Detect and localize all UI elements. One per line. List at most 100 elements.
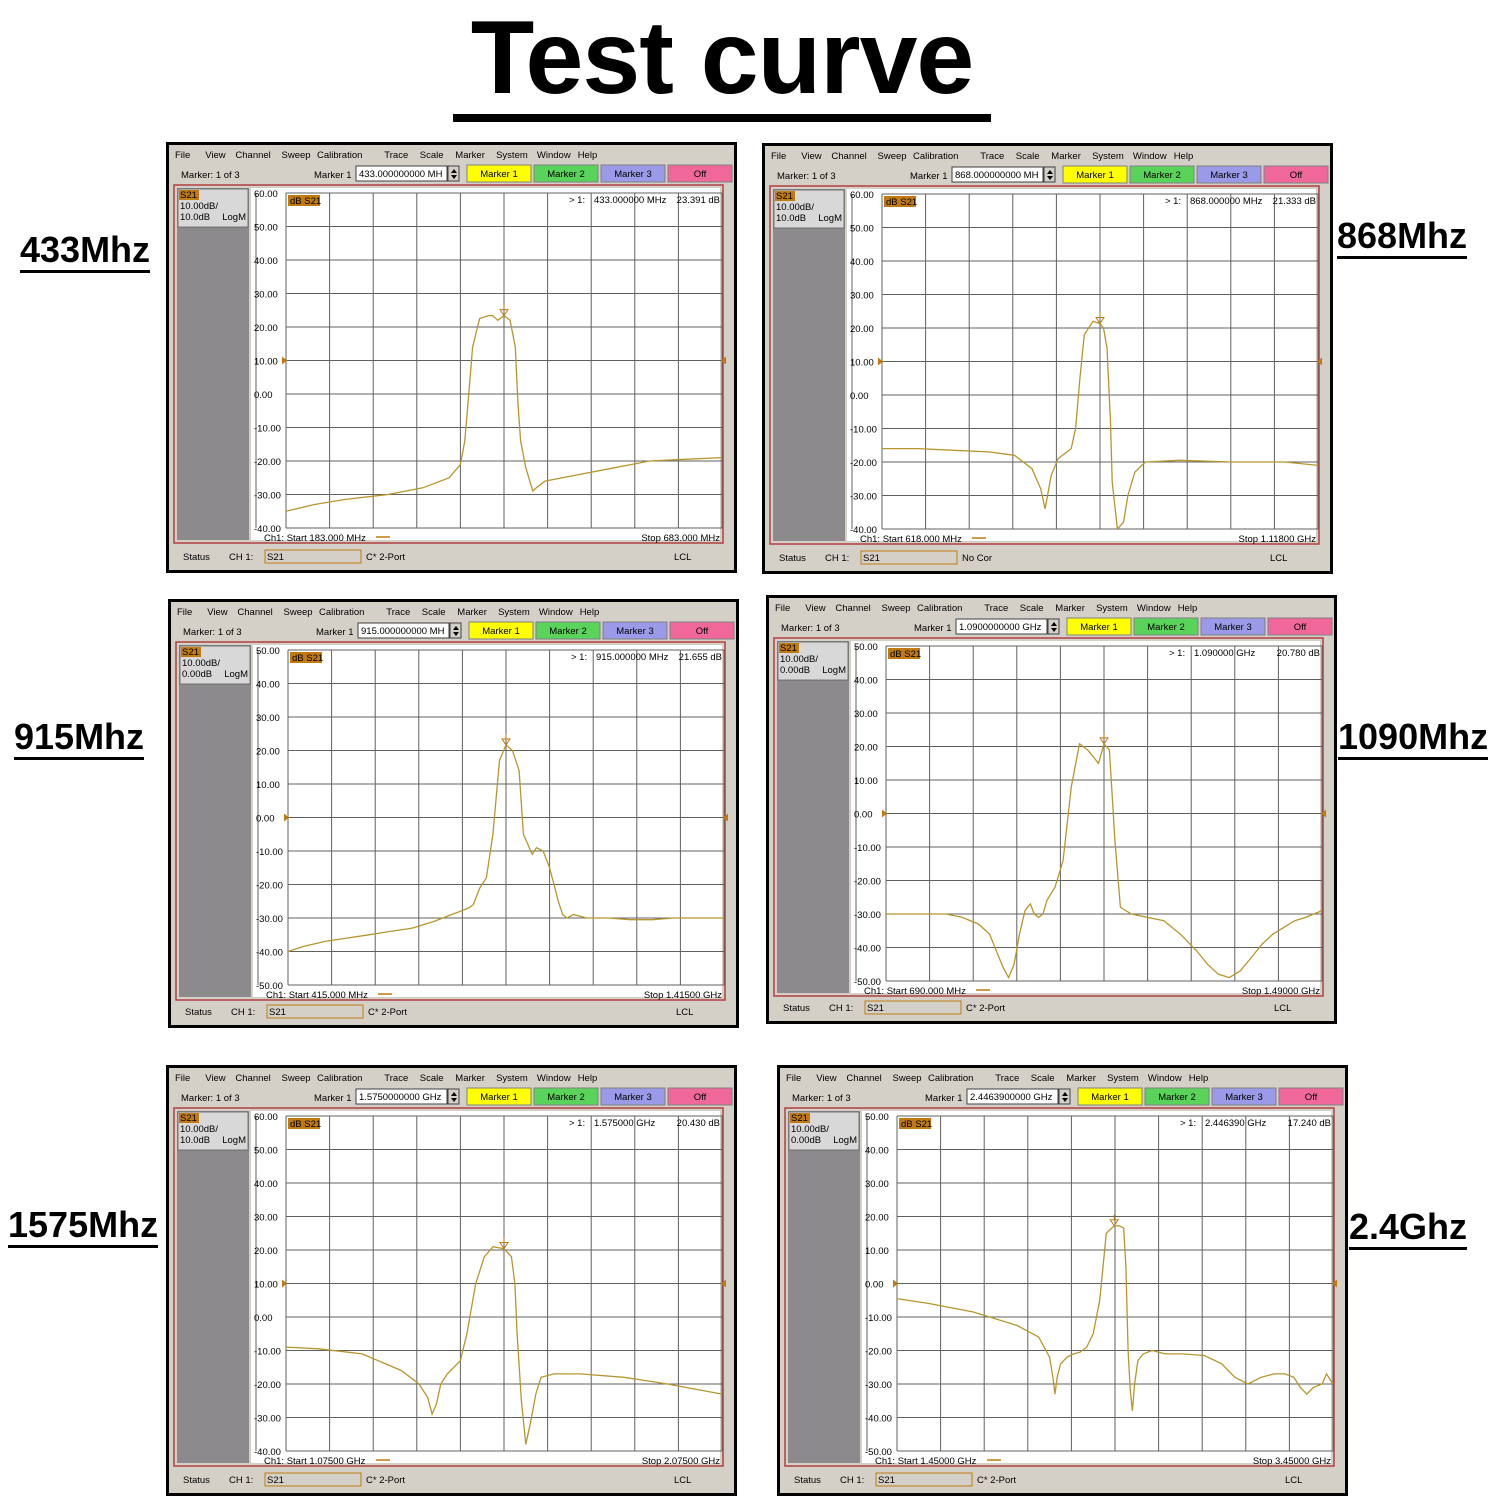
menu-window[interactable]: Window: [1137, 603, 1171, 614]
menu-system[interactable]: System: [496, 1073, 528, 1084]
menu-window[interactable]: Window: [539, 607, 573, 618]
marker-button-1[interactable]: [1066, 617, 1132, 636]
menu-view[interactable]: View: [205, 1073, 226, 1084]
menu-system[interactable]: System: [1092, 151, 1124, 162]
marker-button-3[interactable]: [1200, 617, 1266, 636]
menu-file[interactable]: File: [771, 151, 786, 162]
marker-button-2[interactable]: [533, 164, 599, 183]
menu-channel[interactable]: Channel: [835, 603, 870, 614]
menu-trace[interactable]: Trace: [984, 603, 1008, 614]
menu-channel[interactable]: Channel: [235, 1073, 270, 1084]
menu-channel[interactable]: Channel: [846, 1073, 881, 1084]
menu-trace[interactable]: Trace: [386, 607, 410, 618]
menu-scale[interactable]: Scale: [1016, 151, 1040, 162]
menu-system[interactable]: System: [1107, 1073, 1139, 1084]
marker-value-input[interactable]: [357, 622, 450, 639]
marker-button-4[interactable]: [667, 1087, 733, 1106]
marker-value-input[interactable]: [955, 618, 1048, 635]
menu-scale[interactable]: Scale: [1031, 1073, 1055, 1084]
marker-value-text[interactable]: 2.4463900000 GHz: [970, 1092, 1053, 1103]
menu-view[interactable]: View: [801, 151, 822, 162]
marker-button-2[interactable]: [535, 621, 601, 640]
marker-spinner[interactable]: [1058, 1088, 1071, 1105]
menu-view[interactable]: View: [205, 150, 226, 161]
menu-sweep[interactable]: Sweep: [284, 607, 313, 618]
menu-sweep[interactable]: Sweep: [282, 150, 311, 161]
menu-marker[interactable]: Marker: [457, 607, 487, 618]
marker-button-4[interactable]: [1278, 1087, 1344, 1106]
marker-button-3[interactable]: [602, 621, 668, 640]
menu-system[interactable]: System: [498, 607, 530, 618]
menu-sweep[interactable]: Sweep: [893, 1073, 922, 1084]
menu-system[interactable]: System: [1096, 603, 1128, 614]
menu-calibration[interactable]: Calibration: [317, 1073, 362, 1084]
menu-calibration[interactable]: Calibration: [319, 607, 364, 618]
marker-value-text[interactable]: 1.5750000000 GHz: [359, 1092, 442, 1103]
marker-spinner[interactable]: [449, 622, 462, 639]
menu-channel[interactable]: Channel: [235, 150, 270, 161]
menu-file[interactable]: File: [175, 1073, 190, 1084]
menu-trace[interactable]: Trace: [980, 151, 1004, 162]
marker-value-text[interactable]: 1.0900000000 GHz: [959, 622, 1042, 633]
menu-marker[interactable]: Marker: [1055, 603, 1085, 614]
marker-value-input[interactable]: [355, 165, 448, 182]
marker-value-input[interactable]: [951, 166, 1044, 183]
menu-marker[interactable]: Marker: [1066, 1073, 1096, 1084]
menu-trace[interactable]: Trace: [384, 1073, 408, 1084]
menu-scale[interactable]: Scale: [422, 607, 446, 618]
menu-help[interactable]: Help: [580, 607, 600, 618]
menu-file[interactable]: File: [775, 603, 790, 614]
menu-file[interactable]: File: [175, 150, 190, 161]
menu-file[interactable]: File: [786, 1073, 801, 1084]
menu-help[interactable]: Help: [1178, 603, 1198, 614]
marker-button-1[interactable]: [468, 621, 534, 640]
menu-trace[interactable]: Trace: [384, 150, 408, 161]
menu-window[interactable]: Window: [1148, 1073, 1182, 1084]
menu-marker[interactable]: Marker: [1051, 151, 1081, 162]
marker-button-2[interactable]: [533, 1087, 599, 1106]
marker-button-3[interactable]: [600, 1087, 666, 1106]
marker-value-input[interactable]: [355, 1088, 448, 1105]
menu-window[interactable]: Window: [537, 150, 571, 161]
menu-help[interactable]: Help: [578, 150, 598, 161]
marker-button-2[interactable]: [1129, 165, 1195, 184]
marker-button-1[interactable]: [1062, 165, 1128, 184]
marker-value-text[interactable]: 915.000000000 MH: [361, 626, 445, 637]
menu-sweep[interactable]: Sweep: [878, 151, 907, 162]
menu-help[interactable]: Help: [578, 1073, 598, 1084]
marker-value-text[interactable]: 868.000000000 MH: [955, 170, 1039, 181]
marker-button-3[interactable]: [600, 164, 666, 183]
marker-button-4[interactable]: [669, 621, 735, 640]
marker-button-4[interactable]: [1263, 165, 1329, 184]
menu-window[interactable]: Window: [537, 1073, 571, 1084]
menu-view[interactable]: View: [207, 607, 228, 618]
marker-button-1[interactable]: [1077, 1087, 1143, 1106]
menu-scale[interactable]: Scale: [420, 1073, 444, 1084]
menu-calibration[interactable]: Calibration: [317, 150, 362, 161]
marker-value-input[interactable]: [966, 1088, 1059, 1105]
menu-view[interactable]: View: [816, 1073, 837, 1084]
menu-view[interactable]: View: [805, 603, 826, 614]
marker-button-4[interactable]: [667, 164, 733, 183]
menu-calibration[interactable]: Calibration: [928, 1073, 973, 1084]
marker-button-2[interactable]: [1144, 1087, 1210, 1106]
marker-button-4[interactable]: [1267, 617, 1333, 636]
menu-window[interactable]: Window: [1133, 151, 1167, 162]
marker-button-1[interactable]: [466, 1087, 532, 1106]
menu-system[interactable]: System: [496, 150, 528, 161]
menu-channel[interactable]: Channel: [831, 151, 866, 162]
menu-scale[interactable]: Scale: [1020, 603, 1044, 614]
menu-channel[interactable]: Channel: [237, 607, 272, 618]
menu-help[interactable]: Help: [1174, 151, 1194, 162]
menu-trace[interactable]: Trace: [995, 1073, 1019, 1084]
marker-spinner[interactable]: [447, 165, 460, 182]
marker-value-text[interactable]: 433.000000000 MH: [359, 169, 443, 180]
marker-button-1[interactable]: [466, 164, 532, 183]
menu-marker[interactable]: Marker: [455, 1073, 485, 1084]
marker-button-3[interactable]: [1196, 165, 1262, 184]
menu-sweep[interactable]: Sweep: [882, 603, 911, 614]
menu-help[interactable]: Help: [1189, 1073, 1209, 1084]
menu-calibration[interactable]: Calibration: [913, 151, 958, 162]
menu-scale[interactable]: Scale: [420, 150, 444, 161]
menu-sweep[interactable]: Sweep: [282, 1073, 311, 1084]
